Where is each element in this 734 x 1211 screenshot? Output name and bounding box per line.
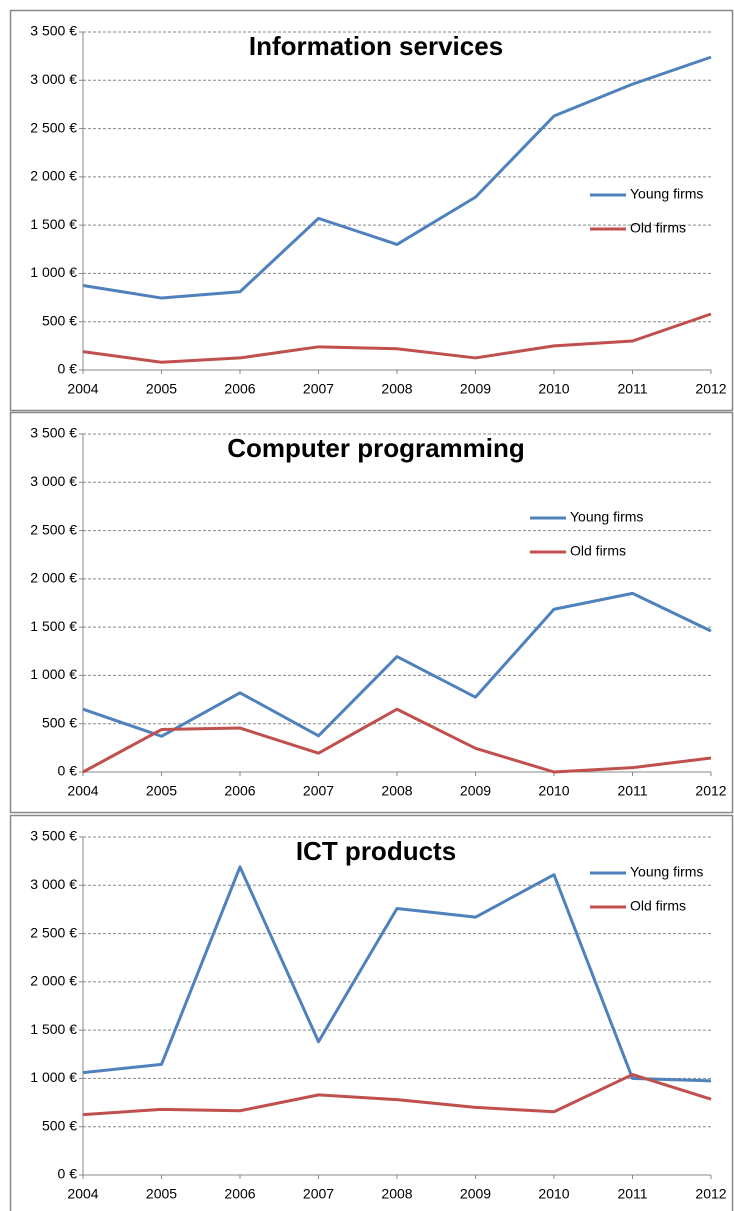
panel-border — [9, 9, 734, 412]
x-tick-label: 2005 — [146, 783, 177, 799]
series-line — [82, 707, 712, 774]
y-tick-label: 3 500 € — [30, 23, 77, 39]
x-tick-label: 2008 — [381, 1186, 412, 1202]
x-tick-label: 2009 — [460, 381, 491, 397]
x-tick-label: 2007 — [303, 381, 334, 397]
x-tick-label: 2009 — [460, 1186, 491, 1202]
y-tick-label: 500 € — [42, 1117, 77, 1133]
x-tick-label: 2010 — [538, 783, 569, 799]
x-tick-label: 2006 — [224, 783, 255, 799]
series-line — [82, 312, 712, 364]
x-tick-label: 2010 — [538, 381, 569, 397]
x-tick-label: 2007 — [303, 1186, 334, 1202]
x-tick-label: 2011 — [617, 381, 647, 397]
y-tick-label: 3 000 € — [30, 71, 77, 87]
x-tick-label: 2007 — [303, 783, 334, 799]
x-tick-label: 2006 — [224, 1186, 255, 1202]
y-tick-label: 1 500 € — [30, 1021, 77, 1037]
x-tick-label: 2009 — [460, 783, 491, 799]
y-tick-label: 2 500 € — [30, 924, 77, 940]
x-tick-label: 2012 — [695, 783, 726, 799]
y-tick-label: 1 500 € — [30, 216, 77, 232]
x-tick-label: 2011 — [617, 783, 647, 799]
y-tick-label: 2 000 € — [30, 973, 77, 989]
series-line — [82, 591, 712, 738]
y-tick-label: 0 € — [58, 361, 78, 377]
y-tick-label: 1 000 € — [30, 666, 77, 682]
y-tick-label: 2 500 € — [30, 119, 77, 135]
y-tick-label: 500 € — [42, 714, 77, 730]
y-tick-label: 500 € — [42, 312, 77, 328]
legend-label: Young firms — [570, 509, 643, 525]
x-tick-label: 2012 — [695, 1186, 726, 1202]
series-line — [82, 865, 712, 1083]
legend-label: Old firms — [630, 898, 686, 914]
x-tick-label: 2004 — [67, 381, 98, 397]
y-tick-label: 1 000 € — [30, 1069, 77, 1085]
y-tick-label: 0 € — [58, 1166, 78, 1182]
x-tick-label: 2005 — [146, 1186, 177, 1202]
legend-label: Young firms — [630, 864, 703, 880]
y-tick-label: 2 000 € — [30, 168, 77, 184]
chart-title: Computer programming — [227, 433, 525, 463]
legend-label: Young firms — [630, 186, 703, 202]
legend-label: Old firms — [630, 220, 686, 236]
x-tick-label: 2004 — [67, 1186, 98, 1202]
y-tick-label: 2 000 € — [30, 570, 77, 586]
chart-title: ICT products — [296, 836, 456, 866]
panel-border — [9, 814, 734, 1211]
y-tick-label: 3 500 € — [30, 425, 77, 441]
series-line — [82, 1073, 712, 1117]
y-tick-label: 3 500 € — [30, 828, 77, 844]
legend-label: Old firms — [570, 543, 626, 559]
x-tick-label: 2008 — [381, 381, 412, 397]
x-tick-label: 2010 — [538, 1186, 569, 1202]
x-tick-label: 2004 — [67, 783, 98, 799]
y-tick-label: 0 € — [58, 763, 78, 779]
y-tick-label: 1 000 € — [30, 264, 77, 280]
y-tick-label: 2 500 € — [30, 521, 77, 537]
chart-title: Information services — [249, 31, 503, 61]
x-tick-label: 2006 — [224, 381, 255, 397]
x-tick-label: 2008 — [381, 783, 412, 799]
y-tick-label: 1 500 € — [30, 618, 77, 634]
y-tick-label: 3 000 € — [30, 876, 77, 892]
x-tick-label: 2011 — [617, 1186, 647, 1202]
y-tick-label: 3 000 € — [30, 473, 77, 489]
x-tick-label: 2012 — [695, 381, 726, 397]
panel-border — [9, 411, 734, 814]
x-tick-label: 2005 — [146, 381, 177, 397]
series-line — [82, 55, 712, 300]
